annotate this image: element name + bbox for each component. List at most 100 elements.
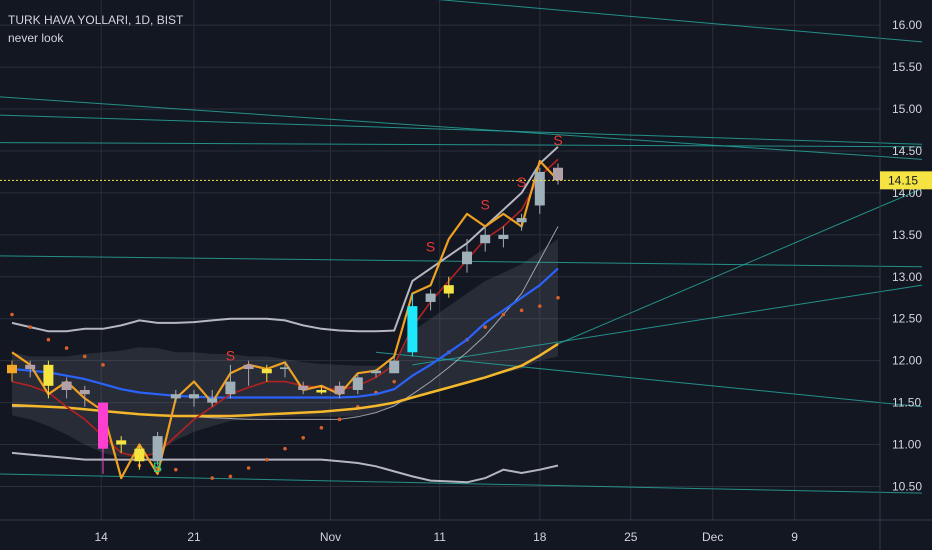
candle-body-1 xyxy=(25,364,36,370)
sar-dot-0 xyxy=(10,312,14,317)
sar-dot-4 xyxy=(83,354,87,359)
trendline-6 xyxy=(412,284,923,366)
x-tick-label-4: 18 xyxy=(533,530,547,544)
sar-dot-22 xyxy=(483,325,488,329)
candle-body-25 xyxy=(462,251,472,265)
trendline-5 xyxy=(375,351,923,408)
sar-dot-11 xyxy=(246,466,251,470)
signal-s-1: S xyxy=(426,239,435,255)
sar-dot-1 xyxy=(28,325,32,329)
sar-dot-19 xyxy=(392,379,397,384)
sar-dot-25 xyxy=(538,304,542,308)
candle-body-24 xyxy=(443,285,454,294)
candle-body-2 xyxy=(43,364,54,386)
trendline-2 xyxy=(0,114,923,145)
candle-body-5 xyxy=(98,402,108,449)
candle-body-10 xyxy=(189,394,199,399)
sar-dot-23 xyxy=(501,312,506,317)
candle-body-4 xyxy=(79,390,90,395)
sar-dot-3 xyxy=(64,346,69,350)
sar-dot-14 xyxy=(301,436,306,440)
candle-body-16 xyxy=(298,385,309,390)
sar-dot-5 xyxy=(101,363,105,367)
candle-body-0 xyxy=(7,364,17,374)
y-tick-label-3: 14.50 xyxy=(892,144,922,158)
candle-body-14 xyxy=(261,369,272,374)
candle-body-18 xyxy=(334,385,345,395)
candle-body-29 xyxy=(534,171,545,206)
indicator-name[interactable]: never look xyxy=(8,31,64,45)
sar-dot-16 xyxy=(337,417,342,422)
candle-body-26 xyxy=(480,234,491,244)
x-tick-label-0: 14 xyxy=(95,530,109,544)
y-tick-label-8: 12.00 xyxy=(892,354,922,368)
candle-body-21 xyxy=(389,360,400,374)
sar-dot-9 xyxy=(210,476,214,480)
trendline-3 xyxy=(0,142,923,148)
x-tick-label-2: Nov xyxy=(320,530,341,544)
y-tick-label-7: 12.50 xyxy=(892,312,922,326)
trendline-1 xyxy=(0,96,923,160)
x-tick-label-6: Dec xyxy=(702,530,723,544)
signal-s-3: S xyxy=(517,174,526,190)
y-tick-label-0: 16.00 xyxy=(892,18,922,32)
y-tick-label-6: 13.00 xyxy=(892,270,922,284)
candle-body-20 xyxy=(371,370,381,374)
candle-body-28 xyxy=(516,218,527,223)
y-tick-label-10: 11.00 xyxy=(892,438,921,452)
x-tick-label-7: 9 xyxy=(791,530,798,544)
candle-body-15 xyxy=(280,367,290,370)
sar-dot-15 xyxy=(319,425,324,430)
trendline-4 xyxy=(0,255,923,268)
x-tick-label-3: 11 xyxy=(433,530,446,544)
current-price-label: 14.15 xyxy=(888,173,918,187)
candle-body-11 xyxy=(207,398,218,403)
candle-body-17 xyxy=(316,390,327,393)
candle-body-13 xyxy=(243,364,254,370)
x-tick-label-5: 25 xyxy=(624,530,638,544)
signal-s-2: S xyxy=(481,197,490,213)
sar-dot-26 xyxy=(556,295,560,300)
trendline-0 xyxy=(437,0,923,43)
sar-dot-12 xyxy=(265,457,269,462)
sar-dot-2 xyxy=(46,337,51,342)
candle-body-8 xyxy=(152,436,163,462)
signal-b-5: B xyxy=(153,459,162,475)
blue-ma-line xyxy=(11,267,559,399)
candle-body-23 xyxy=(425,293,436,302)
sar-dot-8 xyxy=(174,467,178,472)
y-tick-label-1: 15.50 xyxy=(892,60,922,74)
trendlines xyxy=(0,0,923,494)
sar-dot-24 xyxy=(519,308,524,313)
y-tick-label-9: 11.50 xyxy=(892,396,921,410)
sar-dots xyxy=(10,295,560,480)
sar-dot-10 xyxy=(228,474,233,479)
candle-body-27 xyxy=(498,234,509,240)
y-tick-label-4: 14.00 xyxy=(892,186,922,200)
candles xyxy=(7,163,563,474)
candle-body-19 xyxy=(352,377,363,390)
candle-body-3 xyxy=(61,381,72,390)
candle-body-12 xyxy=(225,381,236,395)
current-price-badge xyxy=(880,171,932,190)
trendline-7 xyxy=(557,188,923,345)
chart-legend: TURK HAVA YOLLARI, 1D, BIST never look xyxy=(8,11,183,47)
signal-s-0: S xyxy=(226,348,235,364)
candle-body-22 xyxy=(407,306,418,353)
signal-markers: S S S S S B xyxy=(153,132,563,475)
cloud-fill xyxy=(12,239,558,458)
x-tick-label-1: 21 xyxy=(187,530,201,544)
symbol-title[interactable]: TURK HAVA YOLLARI, 1D, BIST xyxy=(8,13,184,27)
signal-s-4: S xyxy=(553,132,562,148)
candle-body-7 xyxy=(134,448,145,462)
candle-body-30 xyxy=(553,167,563,181)
candle-body-6 xyxy=(116,440,127,445)
candle-body-9 xyxy=(170,394,181,399)
y-tick-label-11: 10.50 xyxy=(892,479,922,493)
y-tick-label-5: 13.50 xyxy=(892,228,922,242)
y-tick-label-2: 15.00 xyxy=(892,102,922,116)
volatility-cloud xyxy=(12,239,558,458)
sar-dot-13 xyxy=(283,446,287,451)
